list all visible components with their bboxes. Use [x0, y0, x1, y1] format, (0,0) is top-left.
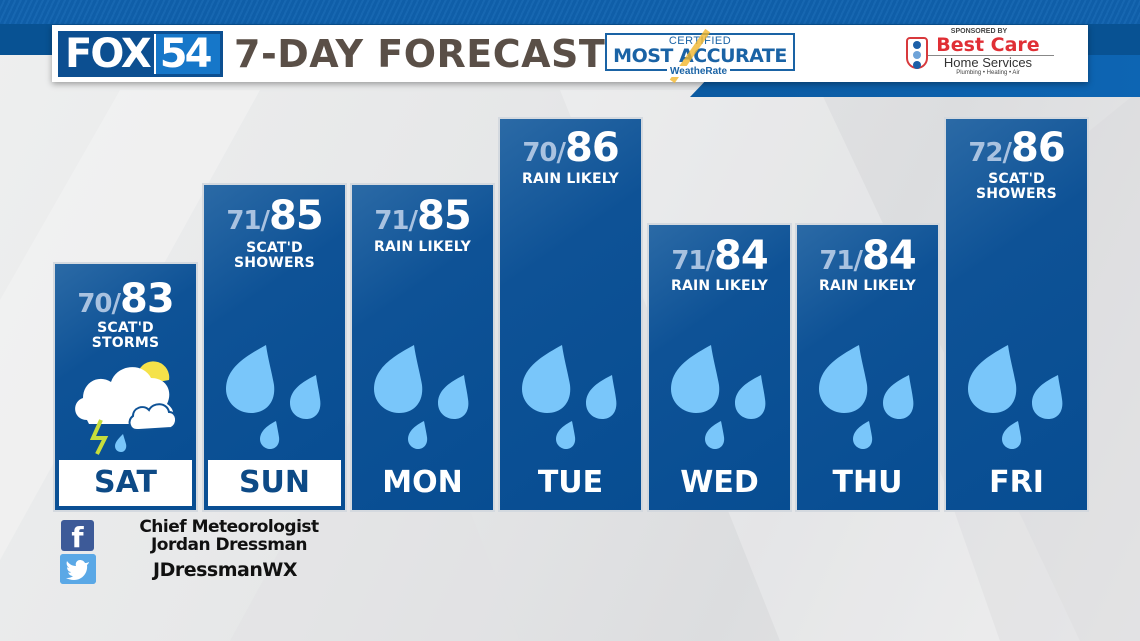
high-temp: 86 — [565, 125, 620, 171]
certified-badge: CERTIFIED MOST ACCURATE WeatheRate — [605, 28, 795, 84]
shield-icon — [906, 37, 928, 69]
low-temp: 70/ — [522, 138, 566, 168]
condition-line-2: STORMS — [91, 335, 160, 351]
condition: RAIN LIKELY — [352, 240, 493, 255]
high-temp: 86 — [1011, 125, 1066, 171]
condition-line-1: RAIN LIKELY — [818, 278, 917, 294]
logo-fox: FOX — [61, 34, 154, 74]
low-temp: 71/ — [671, 246, 715, 276]
condition: RAIN LIKELY — [649, 279, 790, 294]
day-card-wed: 71/84 RAIN LIKELY WED — [649, 225, 790, 510]
temps: 71/84 — [797, 233, 938, 279]
day-card-mon: 71/85 RAIN LIKELY MON — [352, 185, 493, 510]
rain-drops-icon — [366, 345, 478, 455]
low-temp: 71/ — [374, 206, 418, 236]
low-temp: 71/ — [819, 246, 863, 276]
badge-bottom: WeatheRate — [667, 66, 731, 77]
day-card-sat: 70/83 SCAT'D STORMS SAT — [55, 264, 196, 510]
rain-drops-icon — [218, 345, 330, 455]
rain-drops-icon — [811, 345, 923, 455]
high-temp: 83 — [120, 276, 175, 322]
day-name: WED — [680, 465, 759, 500]
condition-line-2: SHOWERS — [976, 186, 1057, 202]
meteorologist-name: Jordan Dressman — [150, 535, 308, 555]
low-temp: 72/ — [968, 138, 1012, 168]
high-temp: 85 — [269, 193, 324, 239]
rain-drops-icon — [960, 345, 1072, 455]
condition-line-2: SHOWERS — [234, 255, 315, 271]
facebook-icon: f — [61, 520, 94, 551]
day-name: MON — [382, 465, 463, 500]
condition-line-1: SCAT'D — [246, 240, 303, 256]
condition: SCAT'D SHOWERS — [946, 172, 1087, 202]
rain-drops-icon — [514, 345, 626, 455]
sponsor-label: SPONSORED BY — [950, 28, 1008, 35]
condition-line-1: SCAT'D — [97, 320, 154, 336]
condition: RAIN LIKELY — [500, 172, 641, 187]
condition: SCAT'D STORMS — [55, 321, 196, 351]
day-card-sun: 71/85 SCAT'D SHOWERS SUN — [204, 185, 345, 510]
temps: 70/83 — [55, 276, 196, 322]
sponsor-tagline: Plumbing • Heating • Air — [956, 70, 1020, 76]
temps: 70/86 — [500, 125, 641, 171]
condition-line-1: SCAT'D — [988, 171, 1045, 187]
temps: 71/85 — [352, 193, 493, 239]
header-bar: FOX 54 7-DAY FORECAST CERTIFIED MOST ACC… — [52, 25, 1088, 84]
day-name: TUE — [537, 465, 604, 500]
logo-number: 54 — [153, 34, 220, 74]
high-temp: 84 — [714, 233, 769, 279]
condition-line-1: RAIN LIKELY — [670, 278, 769, 294]
temps: 71/84 — [649, 233, 790, 279]
sponsor-logo: SPONSORED BY Best Care Home Services Plu… — [904, 27, 1054, 79]
twitter-icon — [60, 554, 96, 584]
station-logo: FOX 54 — [58, 31, 223, 77]
day-card-fri: 72/86 SCAT'D SHOWERS FRI — [946, 119, 1087, 510]
condition-line-1: RAIN LIKELY — [521, 171, 620, 187]
high-temp: 84 — [862, 233, 917, 279]
badge-main: MOST ACCURATE — [613, 45, 787, 67]
low-temp: 70/ — [77, 289, 121, 319]
condition: RAIN LIKELY — [797, 279, 938, 294]
twitter-handle: JDressmanWX — [153, 559, 297, 581]
day-name: SAT — [59, 460, 192, 506]
temps: 72/86 — [946, 125, 1087, 171]
day-card-tue: 70/86 RAIN LIKELY TUE — [500, 119, 641, 510]
condition-line-1: RAIN LIKELY — [373, 239, 472, 255]
condition: SCAT'D SHOWERS — [204, 241, 345, 271]
day-name: THU — [832, 465, 903, 500]
day-card-thu: 71/84 RAIN LIKELY THU — [797, 225, 938, 510]
high-temp: 85 — [417, 193, 472, 239]
temps: 71/85 — [204, 193, 345, 239]
day-name: FRI — [989, 465, 1044, 500]
sponsor-sub: Home Services — [922, 55, 1054, 70]
day-name: SUN — [208, 460, 341, 506]
low-temp: 71/ — [226, 206, 270, 236]
meteorologist-title: Chief Meteorologist — [139, 517, 319, 537]
meteorologist-label: Chief Meteorologist Jordan Dressman — [129, 518, 329, 554]
sponsor-name: Best Care — [936, 34, 1040, 56]
thunderstorm-partly-sunny-icon — [75, 361, 177, 455]
rain-drops-icon — [663, 345, 775, 455]
page-title: 7-DAY FORECAST — [234, 32, 606, 76]
